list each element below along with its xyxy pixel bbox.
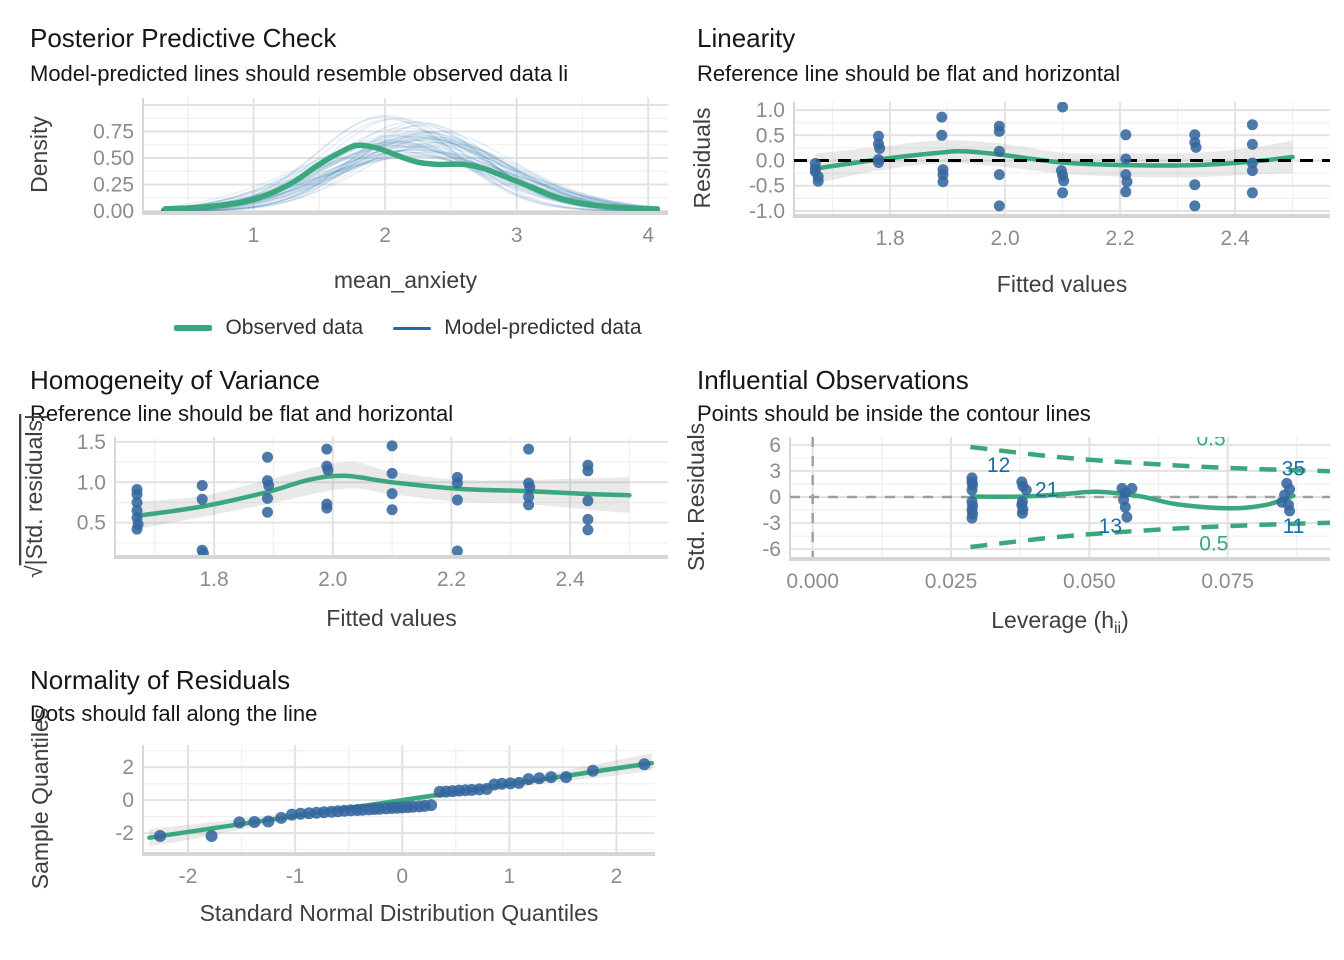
tick-labels: 0.000 0.025 0.050 0.075 -6 -3 0 3 6 <box>762 434 1254 593</box>
svg-text:0: 0 <box>396 865 408 888</box>
svg-text:-2: -2 <box>179 865 198 888</box>
ppc-data <box>161 114 661 211</box>
panel-posterior-predictive-check: Posterior Predictive Check Model-predict… <box>0 0 672 360</box>
legend-label-observed: Observed data <box>225 316 364 339</box>
svg-text:-0.5: -0.5 <box>749 175 785 198</box>
x-axis-title: Leverage (hii) <box>991 607 1129 637</box>
panel-title: Linearity <box>697 23 796 53</box>
panel-subtitle: Reference line should be flat and horizo… <box>30 401 454 426</box>
panel-subtitle: Dots should fall along the line <box>30 701 318 726</box>
model-predicted-line-swatch <box>393 326 432 330</box>
svg-text:1.0: 1.0 <box>77 471 106 494</box>
svg-text:0.050: 0.050 <box>1063 570 1116 593</box>
linearity-data <box>794 102 1330 212</box>
legend-label-model-predicted: Model-predicted data <box>444 316 642 339</box>
svg-text:2: 2 <box>379 224 391 247</box>
panel-subtitle: Model-predicted lines should resemble ob… <box>30 61 569 86</box>
svg-text:0.0: 0.0 <box>756 150 785 173</box>
y-axis-title: Std. Residuals <box>683 423 709 571</box>
panel-title: Influential Observations <box>697 365 969 395</box>
point-label: 21 <box>1035 479 1058 502</box>
svg-text:1.0: 1.0 <box>756 99 785 122</box>
svg-text:3: 3 <box>511 224 523 247</box>
panel-title: Normality of Residuals <box>30 665 291 695</box>
y-axis-title: √|Std. residuals| <box>21 414 47 578</box>
svg-text:0.5: 0.5 <box>77 512 106 535</box>
x-axis-title: mean_anxiety <box>334 267 478 293</box>
influence-scatter-plot: 0.5 0.5 12 21 13 35 11 0.000 0.025 0.050 0.075 -6 -3… <box>683 423 1330 637</box>
x-axis-title: Standard Normal Distribution Quantiles <box>200 900 599 926</box>
grid <box>143 745 655 852</box>
svg-text:4: 4 <box>642 224 654 247</box>
svg-text:2: 2 <box>611 865 623 888</box>
linearity-scatter-plot: 1.8 2.0 2.2 2.4 -1.0-0.50.0 0.51.0 Fitted valu… <box>689 99 1330 297</box>
svg-text:0.00: 0.00 <box>93 200 134 223</box>
y-axis-title: Sample Quantiles <box>27 708 53 890</box>
svg-text:0.075: 0.075 <box>1201 570 1254 593</box>
svg-text:0: 0 <box>769 486 781 509</box>
svg-text:0.5: 0.5 <box>1196 427 1225 450</box>
panel-title: Posterior Predictive Check <box>30 23 337 53</box>
svg-text:0.5: 0.5 <box>756 124 785 147</box>
panel-linearity: Linearity Reference line should be flat … <box>672 0 1344 300</box>
legend-item-observed: Observed data <box>174 316 363 340</box>
ppc-legend: Observed data Model-predicted data <box>143 316 673 340</box>
panel-subtitle: Points should be inside the contour line… <box>697 401 1091 426</box>
panel-influential-observations: Influential Observations Points should b… <box>672 360 1344 660</box>
svg-text:1.8: 1.8 <box>875 227 904 250</box>
observed-line-swatch <box>174 325 213 331</box>
qq-plot: -2 -1 0 1 2 -2 0 2 Standard Normal Distribution … <box>27 708 655 926</box>
point-label: 11 <box>1283 515 1305 538</box>
svg-text:-3: -3 <box>762 512 781 535</box>
y-axis-title: Density <box>26 116 52 193</box>
ppc-density-plot: 1 2 3 4 0.00 0.25 0.50 0.75 mean_anxiety Density <box>26 98 668 293</box>
influence-data: 0.5 0.5 <box>790 427 1330 557</box>
svg-text:6: 6 <box>769 434 781 457</box>
svg-text:1.8: 1.8 <box>199 568 228 591</box>
homogeneity-data <box>131 440 632 555</box>
svg-text:0.000: 0.000 <box>786 570 839 593</box>
homogeneity-scatter-plot: 1.8 2.0 2.2 2.4 0.5 1.0 1.5 Fitted values √|Std.… <box>21 414 668 631</box>
svg-text:2.0: 2.0 <box>318 568 347 591</box>
svg-text:2.4: 2.4 <box>555 568 585 591</box>
tick-labels: 1.8 2.0 2.2 2.4 -1.0-0.50.0 0.51.0 <box>749 99 1250 250</box>
svg-text:-2: -2 <box>115 822 134 845</box>
svg-text:1.5: 1.5 <box>77 431 106 454</box>
tick-labels: 1.8 2.0 2.2 2.4 0.5 1.0 1.5 <box>77 431 585 591</box>
svg-text:-6: -6 <box>762 538 781 561</box>
svg-text:0.50: 0.50 <box>93 147 134 170</box>
svg-text:2.0: 2.0 <box>990 227 1019 250</box>
y-axis-title: Residuals <box>689 108 715 209</box>
legend-item-model-predicted: Model-predicted data <box>393 316 642 340</box>
svg-text:2: 2 <box>122 756 134 779</box>
svg-text:0: 0 <box>122 789 134 812</box>
svg-text:0.75: 0.75 <box>93 120 134 143</box>
qq-data <box>147 753 655 847</box>
x-axis-title: Fitted values <box>326 605 456 631</box>
svg-text:2.2: 2.2 <box>1105 227 1134 250</box>
panel-title: Homogeneity of Variance <box>30 365 321 395</box>
point-label: 12 <box>987 454 1010 477</box>
point-label: 35 <box>1282 457 1305 480</box>
x-axis-title: Fitted values <box>997 271 1127 297</box>
svg-text:0.025: 0.025 <box>925 570 978 593</box>
svg-text:-1: -1 <box>286 865 305 888</box>
panel-normality-of-residuals: Normality of Residuals Dots should fall … <box>0 660 672 960</box>
svg-text:2.4: 2.4 <box>1221 227 1251 250</box>
svg-text:2.2: 2.2 <box>437 568 466 591</box>
svg-text:-1.0: -1.0 <box>749 200 785 223</box>
svg-text:0.25: 0.25 <box>93 173 134 196</box>
panel-homogeneity-of-variance: Homogeneity of Variance Reference line s… <box>0 360 672 660</box>
tick-labels: -2 -1 0 1 2 -2 0 2 <box>115 756 622 888</box>
point-label: 13 <box>1099 515 1122 538</box>
svg-text:0.5: 0.5 <box>1199 533 1228 556</box>
svg-text:1: 1 <box>248 224 260 247</box>
svg-text:1: 1 <box>503 865 515 888</box>
svg-text:3: 3 <box>769 460 781 483</box>
panel-subtitle: Reference line should be flat and horizo… <box>697 61 1121 86</box>
tick-labels: 1 2 3 4 0.00 0.25 0.50 0.75 <box>93 120 654 247</box>
